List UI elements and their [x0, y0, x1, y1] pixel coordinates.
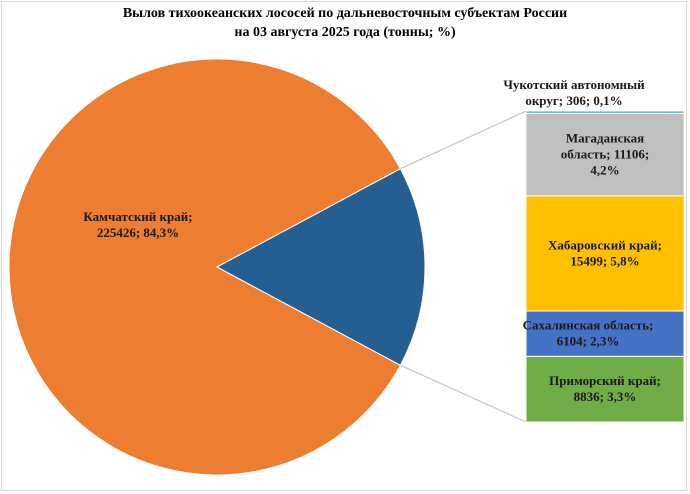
chart-title-line-1: Вылов тихоокеанских лососей по дальневос… [122, 6, 568, 21]
chart-title-line-2: на 03 августа 2025 года (тонны; %) [234, 25, 456, 40]
bar-segment-primorsky [525, 355, 685, 423]
connector-line-top [400, 110, 527, 170]
chart-title: Вылов тихоокеанских лососей по дальневос… [0, 4, 690, 42]
bar-label-chukotka: Чукотский автономный округ; 306; 0,1% [503, 77, 645, 108]
pie-slice-kamchatka [8, 58, 402, 476]
bar-label-sakhalin: Сахалинская область; 6104; 2,3% [523, 318, 654, 349]
pie-label-kamchatka: Камчатский край; 225426; 84,3% [83, 209, 192, 240]
pie-slice-other [215, 168, 426, 366]
bar-segment-chukotka [525, 110, 685, 114]
bar-label-khabarovsk: Хабаровский край; 15499; 5,8% [548, 237, 662, 268]
bar-label-magadan: Магаданская область; 11106; 4,2% [561, 131, 649, 178]
connector-line-bottom [400, 364, 527, 423]
bar-label-primorsky: Приморский край; 8836; 3,3% [549, 373, 661, 404]
